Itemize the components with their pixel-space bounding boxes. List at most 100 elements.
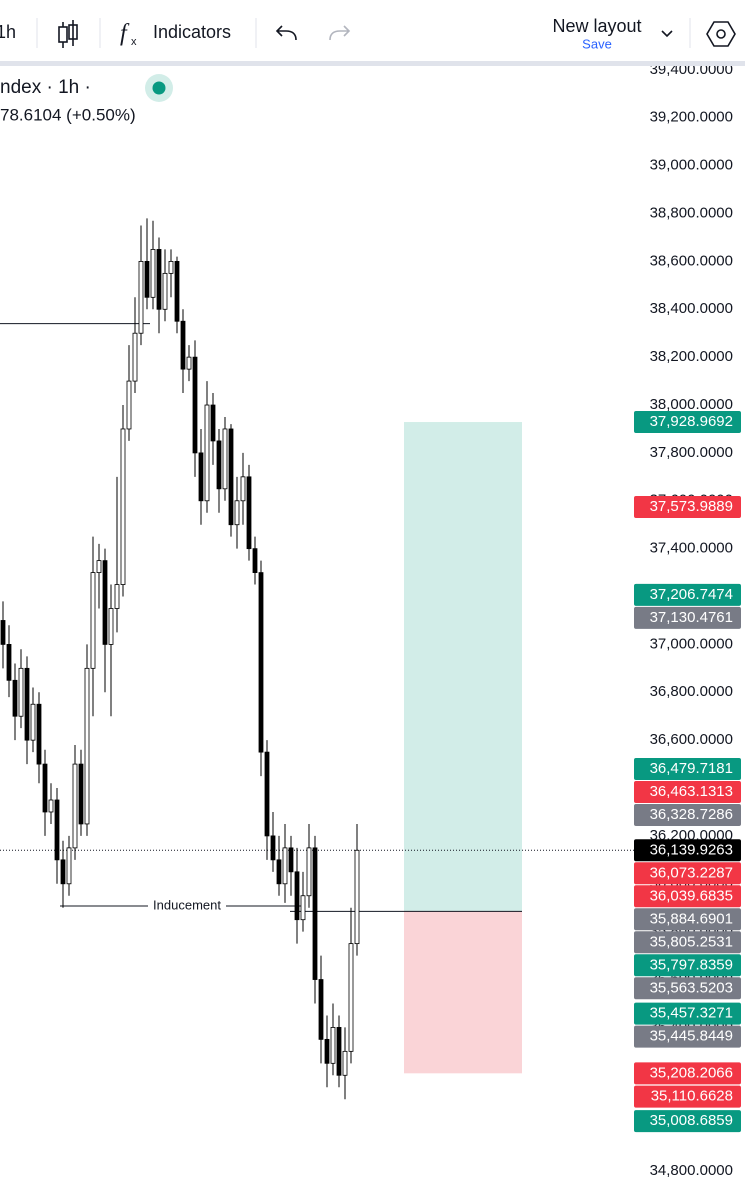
candle-body xyxy=(162,272,168,310)
candle-body xyxy=(348,943,354,1052)
price-label-bg xyxy=(634,1085,741,1108)
layout-menu[interactable] xyxy=(661,30,673,38)
annotation-label: Inducement xyxy=(153,897,221,912)
candle-body xyxy=(312,847,318,980)
price-label-bg xyxy=(634,780,741,803)
price-label: 35,008.6859 xyxy=(650,1112,733,1129)
price-label: 37,573.9889 xyxy=(650,498,733,515)
save-button[interactable]: Save xyxy=(582,36,612,51)
chart-type-icon[interactable] xyxy=(58,20,78,48)
candle-body xyxy=(306,847,312,897)
candle-body xyxy=(72,763,78,849)
candle-body xyxy=(324,1038,330,1064)
candle-body xyxy=(288,847,294,873)
candle-body xyxy=(204,404,210,502)
candle-body xyxy=(210,404,216,442)
price-label: 37,130.4761 xyxy=(650,609,733,626)
symbol-legend: ndex · 1h · xyxy=(0,77,91,98)
candle-body xyxy=(252,548,258,573)
price-label-bg xyxy=(634,757,741,780)
candle-body xyxy=(30,703,36,741)
loss-zone xyxy=(404,911,522,1074)
y-tick-label: 38,200.0000 xyxy=(650,348,733,365)
candle-body xyxy=(18,667,24,717)
candle-body xyxy=(12,679,18,717)
y-tick-label: 39,200.0000 xyxy=(650,109,733,126)
candle-body xyxy=(42,763,48,813)
price-label: 35,457.3271 xyxy=(650,1005,733,1022)
y-tick-label: 38,600.0000 xyxy=(650,252,733,269)
annotation-bg xyxy=(148,897,226,916)
y-tick-label: 38,000.0000 xyxy=(650,396,733,413)
candle-body xyxy=(336,1027,342,1076)
toolbar xyxy=(0,0,745,62)
candle-body xyxy=(0,620,6,645)
settings-button[interactable] xyxy=(706,21,736,47)
candle-body xyxy=(234,500,240,526)
candle-body xyxy=(96,560,102,573)
price-label: 35,884.6901 xyxy=(650,910,733,927)
candle-body xyxy=(78,763,84,825)
y-tick-label: 37,800.0000 xyxy=(650,444,733,461)
candle-body xyxy=(180,320,186,370)
price-label-bg xyxy=(634,1002,741,1025)
candle-body xyxy=(276,859,282,885)
toolbar-border xyxy=(0,61,745,66)
candle-body xyxy=(216,440,222,490)
candle-body xyxy=(258,572,264,753)
candle-body xyxy=(342,1050,348,1076)
interval[interactable]: 1h xyxy=(0,22,16,42)
y-tick-label: 34,800.0000 xyxy=(650,1162,733,1179)
price-label-bg xyxy=(634,803,741,826)
indicators-button[interactable]: Indicators xyxy=(153,22,231,42)
candle-body xyxy=(6,644,12,681)
price-label: 35,110.6628 xyxy=(651,1088,733,1105)
candle-body xyxy=(330,1027,336,1064)
price-label-bg xyxy=(634,583,741,606)
candle-body xyxy=(54,799,60,861)
candle-body xyxy=(228,428,234,526)
price-label-bg xyxy=(634,885,741,908)
candle-body xyxy=(48,799,54,813)
status-dot xyxy=(152,81,166,95)
candle-body xyxy=(138,261,144,334)
price-label-bg xyxy=(634,839,741,862)
candle-body xyxy=(126,380,132,430)
price-label: 35,208.2066 xyxy=(650,1064,733,1081)
candle-body xyxy=(354,849,360,945)
profit-zone xyxy=(404,422,522,912)
candle-body xyxy=(84,667,90,825)
change-legend: 78.6104 (+0.50%) xyxy=(0,105,136,124)
candle-body xyxy=(132,332,138,382)
candle-body xyxy=(60,859,66,885)
price-label-bg xyxy=(634,606,741,629)
price-label-bg xyxy=(634,1110,741,1133)
price-label: 36,479.7181 xyxy=(650,760,733,777)
y-tick-label: 36,600.0000 xyxy=(650,731,733,748)
indicators-icon-x: x xyxy=(131,36,137,48)
undo-button[interactable] xyxy=(275,25,297,41)
candle-body xyxy=(318,979,324,1040)
candle-body xyxy=(174,261,180,322)
candle-body xyxy=(192,356,198,454)
candle-body xyxy=(294,871,300,921)
price-label: 37,928.9692 xyxy=(650,413,733,430)
y-tick-label: 37,400.0000 xyxy=(650,540,733,557)
redo-button[interactable] xyxy=(329,25,351,41)
price-label: 35,563.5203 xyxy=(650,979,733,996)
candle-body xyxy=(222,428,228,490)
layout-name[interactable]: New layout xyxy=(552,16,641,36)
y-tick-label: 37,000.0000 xyxy=(650,635,733,652)
y-tick-label: 38,800.0000 xyxy=(650,204,733,221)
price-label-bg xyxy=(634,862,741,885)
candle-body xyxy=(144,261,150,298)
plot: Inducement xyxy=(0,218,636,1100)
price-label: 35,805.2531 xyxy=(650,933,733,950)
price-label-bg xyxy=(634,1062,741,1085)
indicators-icon[interactable]: f xyxy=(120,21,130,47)
price-label-bg xyxy=(634,1025,741,1048)
price-label: 36,328.7286 xyxy=(650,806,733,823)
price-label-bg xyxy=(634,954,741,977)
candle-body xyxy=(246,476,252,550)
